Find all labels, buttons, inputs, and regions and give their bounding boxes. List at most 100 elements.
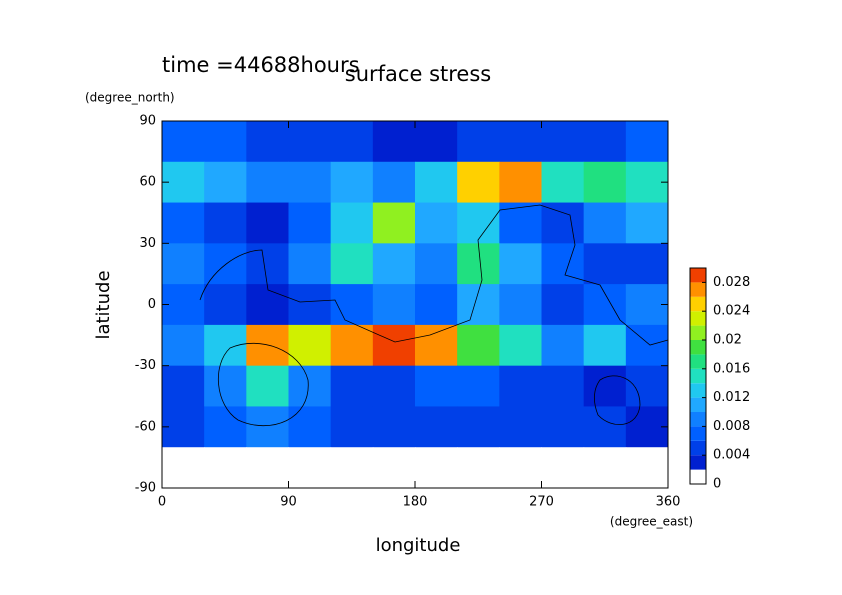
cell: [288, 161, 332, 204]
cell: [162, 202, 205, 244]
coastline: [199, 204, 669, 346]
subtitle: time =44688hours: [162, 53, 360, 77]
cell: [415, 406, 458, 448]
cell: [330, 406, 374, 448]
y-tick-label: 60: [139, 175, 156, 190]
cell: [204, 161, 247, 204]
cell: [415, 121, 458, 163]
cell: [204, 202, 247, 244]
cell: [162, 324, 205, 367]
cell: [162, 447, 205, 489]
colorbar-label: 0: [713, 477, 721, 492]
x-unit: (degree_east): [610, 515, 693, 529]
cell: [372, 243, 416, 285]
cell: [541, 324, 585, 367]
cell: [372, 324, 416, 367]
colorbar-band: [690, 340, 706, 355]
cell: [625, 121, 669, 163]
cell: [583, 365, 627, 407]
x-tick-label: 180: [403, 495, 428, 510]
cell: [288, 243, 332, 285]
cell: [457, 406, 500, 448]
colorbar-band: [690, 440, 706, 456]
cell: [372, 161, 416, 204]
cell: [288, 324, 332, 367]
cell: [204, 324, 247, 367]
x-axis-label: longitude: [376, 535, 461, 556]
y-tick-label: 90: [139, 114, 156, 129]
colorbar-band: [690, 412, 706, 427]
cell: [246, 243, 289, 285]
cell: [288, 406, 332, 448]
colorbar-label: 0.012: [713, 390, 750, 405]
cell: [204, 406, 247, 448]
colorbar-band: [690, 397, 706, 412]
cell: [162, 121, 205, 163]
colorbar-band: [690, 383, 706, 398]
cell: [246, 284, 289, 326]
cell: [583, 161, 627, 204]
cell: [583, 202, 627, 244]
colorbar-band: [690, 282, 706, 297]
cell: [541, 447, 585, 489]
colorbar-band: [690, 325, 706, 340]
y-tick-label: 30: [139, 236, 156, 251]
x-tick-label: 270: [529, 495, 554, 510]
cell: [204, 121, 247, 163]
cell: [415, 202, 458, 244]
y-unit: (degree_north): [85, 91, 175, 105]
cell: [246, 406, 289, 448]
cell: [330, 202, 374, 244]
cell: [499, 406, 542, 448]
colorbar-label: 0.008: [713, 419, 750, 434]
cell: [162, 365, 205, 407]
cell: [457, 243, 500, 285]
cell: [415, 161, 458, 204]
cell: [541, 202, 585, 244]
cell: [246, 202, 289, 244]
y-tick-label: -30: [135, 358, 156, 373]
colorbar-band: [690, 426, 706, 441]
cell: [372, 202, 416, 244]
colorbar-band: [690, 268, 706, 283]
cell: [583, 121, 627, 163]
cell: [372, 365, 416, 407]
colorbar-band: [690, 455, 706, 470]
cell: [330, 324, 374, 367]
cell: [204, 284, 247, 326]
chart-title: surface stress: [345, 62, 491, 86]
cell: [162, 161, 205, 204]
cell: [541, 121, 585, 163]
cell: [541, 243, 585, 285]
cell: [288, 202, 332, 244]
cell: [499, 447, 542, 489]
cell: [625, 202, 669, 244]
cell: [499, 284, 542, 326]
cell: [583, 243, 627, 285]
field: [162, 121, 669, 489]
y-axis-label: latitude: [93, 270, 114, 339]
cell: [372, 447, 416, 489]
cell: [583, 447, 627, 489]
colorbar-band: [690, 368, 706, 384]
colorbar-label: 0.004: [713, 448, 750, 463]
colorbar-label: 0.02: [713, 333, 742, 348]
cell: [372, 284, 416, 326]
cell: [541, 406, 585, 448]
cell: [457, 365, 500, 407]
cell: [246, 161, 289, 204]
cell: [288, 284, 332, 326]
cell: [415, 365, 458, 407]
cell: [204, 447, 247, 489]
cell: [499, 243, 542, 285]
colorbar-label: 0.028: [713, 275, 750, 290]
colorbar-band: [690, 311, 706, 326]
cell: [330, 161, 374, 204]
cell: [541, 284, 585, 326]
cell: [499, 324, 542, 367]
cell: [330, 243, 374, 285]
cell: [625, 324, 669, 367]
cell: [415, 324, 458, 367]
cell: [372, 406, 416, 448]
